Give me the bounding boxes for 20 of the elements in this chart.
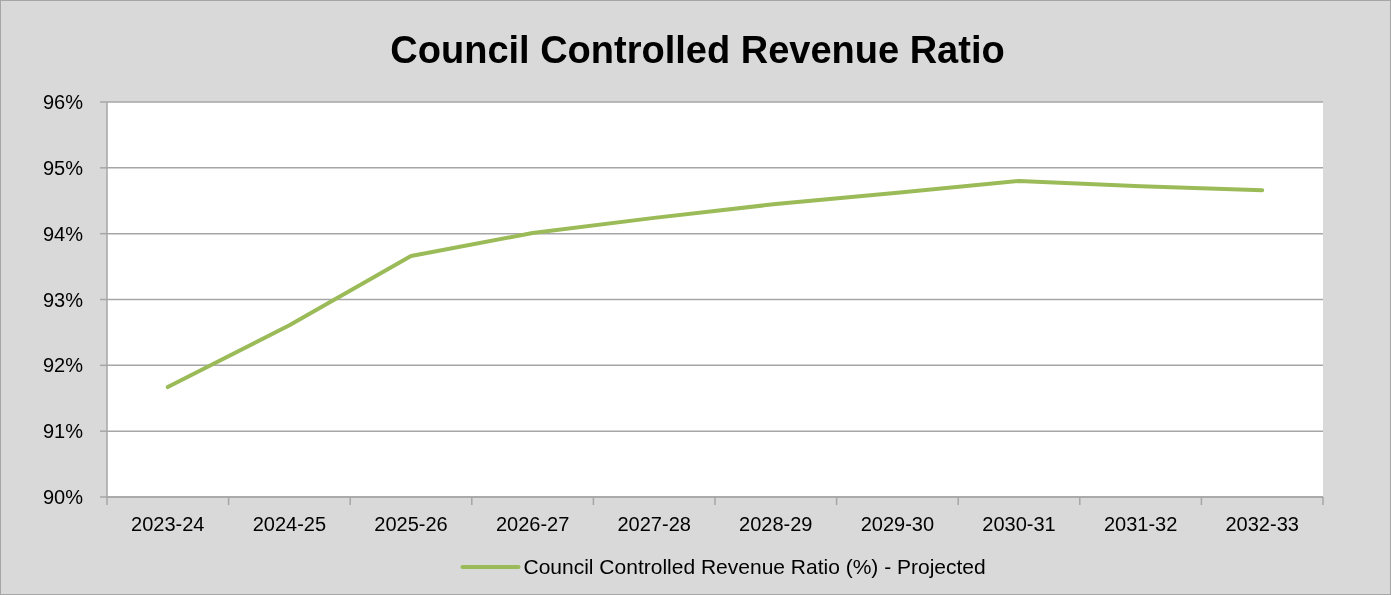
x-tick-label: 2027-28: [617, 513, 691, 535]
legend-label: Council Controlled Revenue Ratio (%) - Projected: [523, 555, 986, 579]
x-tick-label: 2025-26: [374, 513, 448, 535]
y-tick-label: 90%: [42, 486, 84, 508]
y-tick-label: 94%: [42, 222, 84, 245]
y-tick-label: 93%: [42, 288, 84, 311]
y-tick-label: 95%: [42, 156, 84, 179]
chart-title: Council Controlled Revenue Ratio: [390, 29, 1005, 71]
line-series: [165, 179, 1265, 390]
x-tick-label: 2023-24: [131, 513, 205, 535]
x-tick-label: 2029-30: [860, 513, 935, 535]
x-tick-label: 2032-33: [1225, 513, 1299, 535]
x-tick-label: 2026-27: [495, 513, 570, 535]
x-tick-label: 2031-32: [1103, 513, 1178, 535]
y-tick-label: 91%: [42, 420, 84, 443]
y-tick-label: 92%: [42, 354, 84, 377]
x-tick-label: 2030-31: [982, 513, 1056, 535]
y-tick-label: 96%: [42, 91, 84, 113]
x-tick-label: 2028-29: [739, 513, 813, 535]
x-tick-label: 2024-25: [252, 513, 327, 535]
